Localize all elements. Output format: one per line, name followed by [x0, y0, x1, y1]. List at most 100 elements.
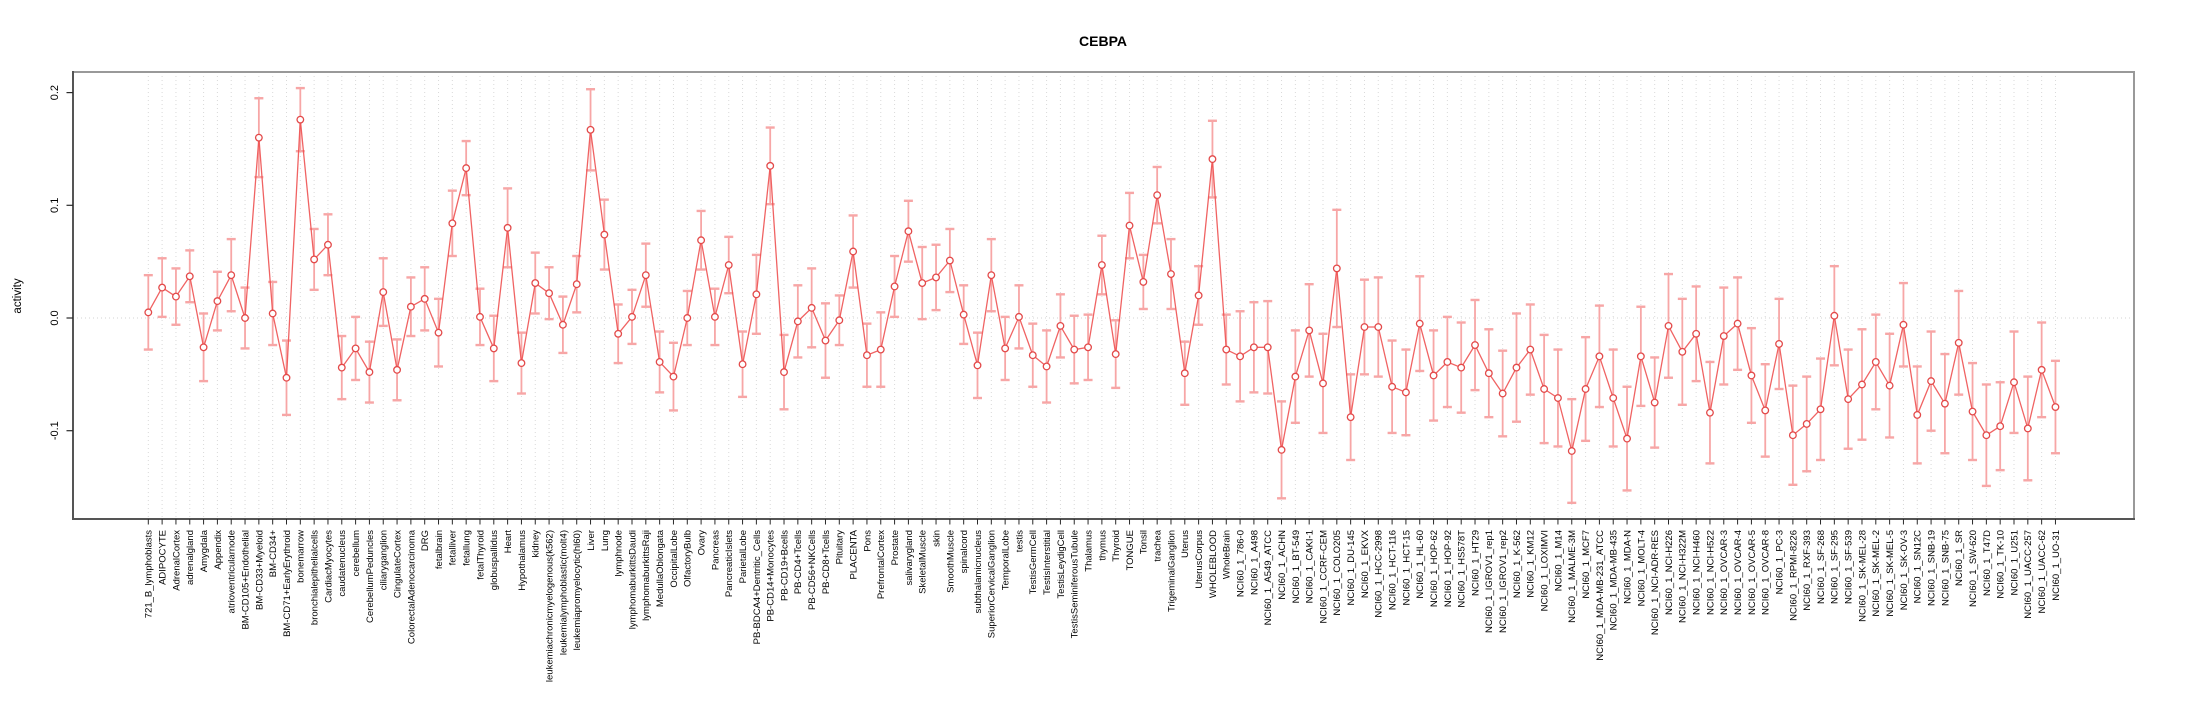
data-point-marker — [296, 115, 305, 124]
data-point-marker — [241, 314, 249, 322]
x-tick-label: kidney — [531, 530, 542, 558]
x-tick-label: Thyroid — [1111, 530, 1122, 562]
data-point-marker — [1664, 321, 1673, 330]
x-tick-label: OccipitalLobe — [669, 530, 680, 588]
x-tick-label: Amygdala — [199, 529, 210, 572]
x-tick-label: NCI60_1_A549_ATCC — [1263, 530, 1274, 626]
data-point-marker — [904, 227, 913, 236]
data-point-marker — [1844, 395, 1853, 404]
x-tick-label: NCI60_1_OVCAR-3 — [1719, 530, 1730, 615]
x-tick-label: globuspallidus — [489, 530, 500, 590]
data-point-marker — [1540, 385, 1549, 393]
x-tick-label: Pons — [862, 530, 873, 552]
x-tick-label: NCI60_1_IGROV1_rep2 — [1498, 530, 1509, 633]
x-tick-label: NCI60_1_CAKI-1 — [1305, 530, 1316, 603]
data-point-marker — [807, 303, 816, 312]
data-point-marker — [1719, 332, 1728, 340]
x-tick-label: leukemiapromyelocytic(hl60) — [572, 530, 583, 650]
data-point-marker — [835, 316, 844, 325]
x-tick-label: Ovary — [697, 530, 708, 556]
data-point-marker — [1277, 445, 1286, 454]
x-tick-label: cerebellum — [351, 530, 362, 577]
data-point-marker — [1332, 264, 1341, 273]
x-tick-label: lymphnode — [614, 530, 625, 576]
x-tick-label: NCI60_1_HCC-2998 — [1374, 530, 1385, 618]
x-tick-label: CardiacMyocytes — [323, 530, 334, 603]
data-point-marker — [1263, 343, 1272, 352]
data-point-marker — [337, 363, 346, 372]
data-point-marker — [1305, 326, 1314, 335]
data-point-marker — [144, 308, 153, 317]
data-point-marker — [1526, 345, 1535, 354]
x-tick-label: NCI60_1_SN12C — [1913, 530, 1924, 604]
x-tick-label: NCI60_1_RPMI-8226 — [1788, 530, 1799, 621]
data-point-marker — [849, 247, 858, 256]
x-tick-label: BM-CD105+Endothelial — [240, 530, 251, 630]
x-tick-label: PB-CD19+Bcells — [779, 530, 790, 601]
data-point-marker — [1167, 270, 1175, 278]
data-point-marker — [476, 312, 484, 321]
data-point-marker — [434, 328, 443, 337]
x-tick-label: Pancreas — [710, 530, 721, 570]
x-tick-label: AdrenalCortex — [171, 530, 182, 591]
data-point-marker — [1070, 345, 1079, 354]
x-tick-label: NCI60_1_SNB-19 — [1927, 530, 1938, 606]
data-point-marker — [724, 261, 733, 269]
x-tick-label: NCI60_1_UACC-257 — [2023, 530, 2034, 619]
chart-title: CEBPA — [1079, 33, 1127, 49]
x-tick-label: lymphomaburkittsDaudi — [627, 530, 638, 629]
data-point-marker — [406, 302, 415, 311]
data-point-marker — [199, 343, 208, 352]
data-point-marker — [918, 279, 927, 288]
x-tick-label: caudatenucleus — [337, 530, 348, 597]
x-tick-label: NCI60_1_OVCAR-5 — [1747, 530, 1758, 615]
data-point-marker — [945, 256, 954, 265]
data-point-marker — [572, 280, 581, 289]
x-tick-label: salivarygland — [904, 530, 915, 585]
x-tick-label: NCI60_1_SK-MEL-28 — [1857, 530, 1868, 622]
x-tick-label: NCI60_1_OVCAR-4 — [1733, 530, 1744, 615]
x-tick-label: NCI60_1_MDA-MB-435 — [1609, 530, 1620, 630]
data-point-marker — [1913, 410, 1922, 419]
x-tick-label: Heart — [503, 530, 514, 554]
data-point-marker — [1692, 329, 1701, 338]
data-point-marker — [987, 271, 996, 280]
data-point-marker — [1015, 312, 1023, 321]
x-tick-label: TestisSeminiferousTubule — [1070, 530, 1081, 638]
x-tick-label: bonemarrow — [296, 530, 307, 583]
data-point-marker — [462, 164, 471, 173]
x-tick-label: CerebellumPeduncles — [365, 530, 376, 623]
x-tick-label: ciliaryganglion — [379, 530, 390, 590]
data-point-marker — [1927, 377, 1936, 386]
x-tick-label: fetalThyroid — [475, 530, 486, 580]
x-tick-label: MedullaOblongata — [655, 529, 666, 607]
data-point-marker — [780, 368, 788, 377]
data-point-marker — [1816, 405, 1825, 414]
data-point-marker — [558, 320, 567, 329]
x-tick-label: ADIPOCYTE — [158, 530, 169, 585]
data-point-marker — [1567, 447, 1576, 455]
data-point-marker — [1512, 363, 1521, 372]
data-point-marker — [1208, 155, 1217, 164]
x-tick-label: TemporalLobe — [1001, 530, 1012, 590]
data-point-marker — [738, 360, 747, 369]
x-tick-label: TONGUE — [1125, 530, 1136, 570]
data-point-marker — [1581, 385, 1590, 393]
data-point-marker — [683, 314, 692, 322]
x-tick-label: Hypothalamus — [517, 530, 528, 591]
data-point-marker — [1180, 369, 1189, 378]
data-point-marker — [1401, 388, 1410, 397]
data-point-marker — [1553, 394, 1562, 402]
x-tick-label: NCI60_1_U251 — [2009, 530, 2020, 596]
x-tick-label: PB-CD14+Monocytes — [766, 530, 777, 622]
x-tick-label: fetalbrain — [434, 530, 445, 569]
y-tick-label: -0.1 — [49, 421, 61, 440]
data-point-marker — [2051, 403, 2060, 411]
x-tick-label: NCI60_1_T47D — [1982, 530, 1993, 596]
x-tick-label: Appendix — [213, 530, 224, 570]
x-axis-labels: 721_B_lymphoblasts ADIPOCYTE AdrenalCortex… — [144, 519, 2062, 682]
data-point-marker — [1996, 422, 2005, 431]
data-point-marker — [1595, 352, 1604, 361]
data-point-marker — [1636, 352, 1645, 361]
